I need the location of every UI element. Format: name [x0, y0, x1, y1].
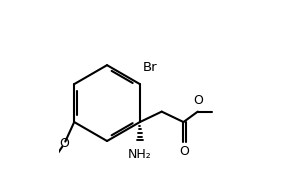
Text: O: O: [179, 145, 189, 158]
Text: NH₂: NH₂: [128, 148, 152, 161]
Text: O: O: [59, 137, 69, 150]
Text: Br: Br: [143, 61, 157, 74]
Text: O: O: [193, 94, 203, 108]
